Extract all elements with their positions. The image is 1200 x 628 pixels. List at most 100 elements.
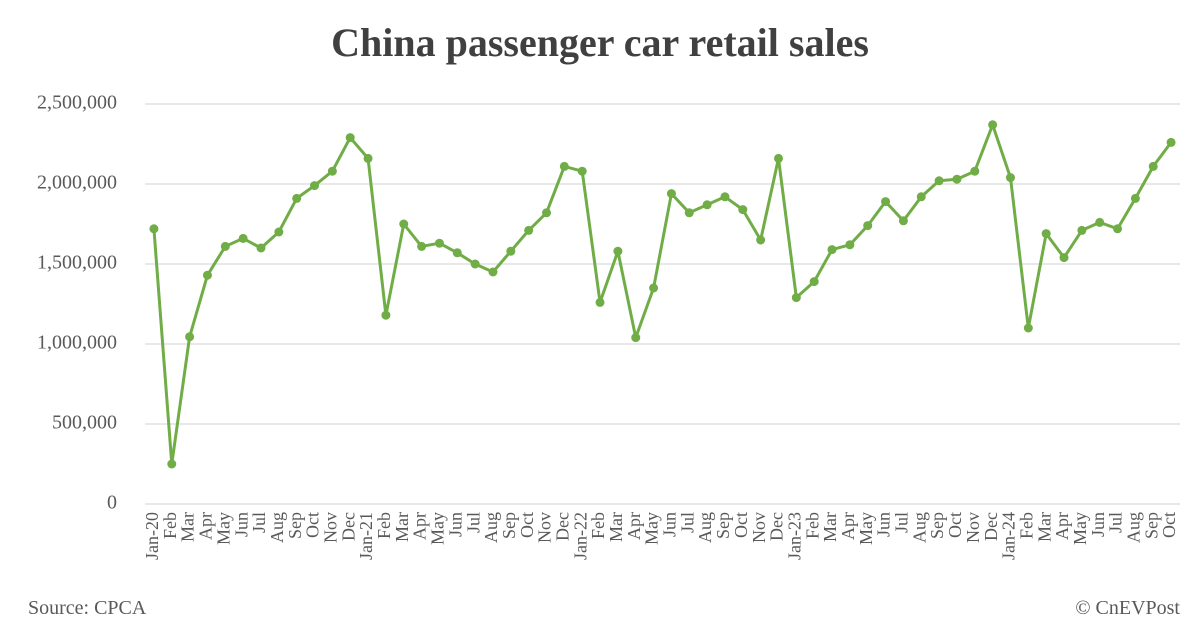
data-point	[345, 133, 355, 143]
data-point	[256, 243, 266, 253]
x-tick-label: Apr	[196, 512, 216, 540]
x-tick-label: Feb	[1016, 512, 1036, 539]
x-tick-label: Jul	[463, 512, 483, 533]
x-tick-label: Dec	[338, 512, 358, 541]
y-tick-label: 2,500,000	[37, 92, 117, 114]
x-tick-label: Nov	[963, 512, 983, 543]
data-point	[417, 241, 427, 251]
data-point	[185, 332, 195, 342]
data-point	[791, 293, 801, 303]
x-tick-label: Oct	[731, 512, 751, 538]
data-point	[238, 233, 248, 243]
data-point	[952, 174, 962, 184]
data-point	[1095, 217, 1105, 227]
x-tick-label: Sep	[285, 512, 305, 539]
x-tick-label: Aug	[481, 512, 501, 543]
x-tick-label: Apr	[410, 512, 430, 540]
data-point	[488, 267, 498, 277]
x-tick-label: Oct	[945, 512, 965, 538]
data-point	[827, 245, 837, 255]
data-point	[773, 153, 783, 163]
y-tick-label: 2,000,000	[37, 172, 117, 194]
x-tick-label: Dec	[981, 512, 1001, 541]
data-point	[381, 310, 391, 320]
x-tick-label: Mar	[606, 512, 626, 542]
data-point	[898, 216, 908, 226]
x-tick-label: Dec	[767, 512, 787, 541]
x-tick-label: Feb	[802, 512, 822, 539]
data-point	[970, 166, 980, 176]
data-point	[1130, 193, 1140, 203]
data-point	[649, 283, 659, 293]
x-tick-label: Mar	[392, 512, 412, 542]
x-tick-label: Feb	[588, 512, 608, 539]
data-point	[542, 208, 552, 218]
data-point	[809, 277, 819, 287]
x-tick-label: Sep	[1141, 512, 1161, 539]
x-tick-label: Nov	[320, 512, 340, 543]
data-point	[1148, 161, 1158, 171]
x-tick-label: Sep	[499, 512, 519, 539]
x-tick-label: Jan-21	[356, 512, 376, 560]
data-point	[1005, 173, 1015, 183]
data-point	[595, 297, 605, 307]
data-point	[934, 176, 944, 186]
x-tick-label: May	[1070, 512, 1090, 545]
data-point	[666, 189, 676, 199]
x-tick-label: May	[213, 512, 233, 545]
data-point	[631, 333, 641, 343]
series-line	[152, 123, 1173, 466]
data-point	[1023, 323, 1033, 333]
x-tick-label: Jul	[677, 512, 697, 533]
data-point	[506, 246, 516, 256]
data-point	[399, 219, 409, 229]
x-tick-label: Jan-20	[142, 512, 162, 560]
x-tick-label: Mar	[820, 512, 840, 542]
x-tick-label: Jul	[1106, 512, 1126, 533]
data-point	[881, 197, 891, 207]
data-point	[613, 246, 623, 256]
x-tick-label: Jun	[445, 512, 465, 537]
data-point	[702, 200, 712, 210]
data-point	[756, 235, 766, 245]
x-tick-label: Jun	[1088, 512, 1108, 537]
y-tick-label: 0	[107, 492, 117, 514]
x-tick-label: Jun	[660, 512, 680, 537]
x-tick-label: Jul	[892, 512, 912, 533]
x-tick-label: Mar	[1034, 512, 1054, 542]
x-tick-label: Jan-23	[784, 512, 804, 560]
data-point	[863, 221, 873, 231]
x-tick-label: Oct	[1159, 512, 1179, 538]
x-tick-label: Apr	[838, 512, 858, 540]
chart-title: China passenger car retail sales	[331, 20, 869, 65]
data-point	[220, 241, 230, 251]
data-point	[1113, 224, 1123, 234]
x-tick-label: Mar	[178, 512, 198, 542]
data-point	[292, 193, 302, 203]
data-point	[524, 225, 534, 235]
x-tick-label: Feb	[374, 512, 394, 539]
data-point	[738, 205, 748, 215]
data-point	[167, 459, 177, 469]
x-tick-label: Aug	[267, 512, 287, 543]
x-tick-label: Aug	[1124, 512, 1144, 543]
data-point	[988, 120, 998, 130]
x-tick-label: Nov	[535, 512, 555, 543]
x-tick-label: Apr	[1052, 512, 1072, 540]
data-point	[149, 224, 159, 234]
data-point	[577, 166, 587, 176]
data-point	[720, 192, 730, 202]
x-tick-label: Apr	[624, 512, 644, 540]
data-point	[327, 166, 337, 176]
data-point	[470, 259, 480, 269]
y-tick-label: 1,500,000	[37, 252, 117, 274]
data-point	[452, 248, 462, 258]
data-point	[363, 153, 373, 163]
x-tick-label: May	[856, 512, 876, 545]
x-tick-label: Jan-24	[999, 512, 1019, 560]
data-point	[684, 208, 694, 218]
source: Source: CPCA	[28, 597, 147, 619]
credit: © CnEVPost	[1075, 597, 1180, 619]
data-point	[310, 181, 320, 191]
